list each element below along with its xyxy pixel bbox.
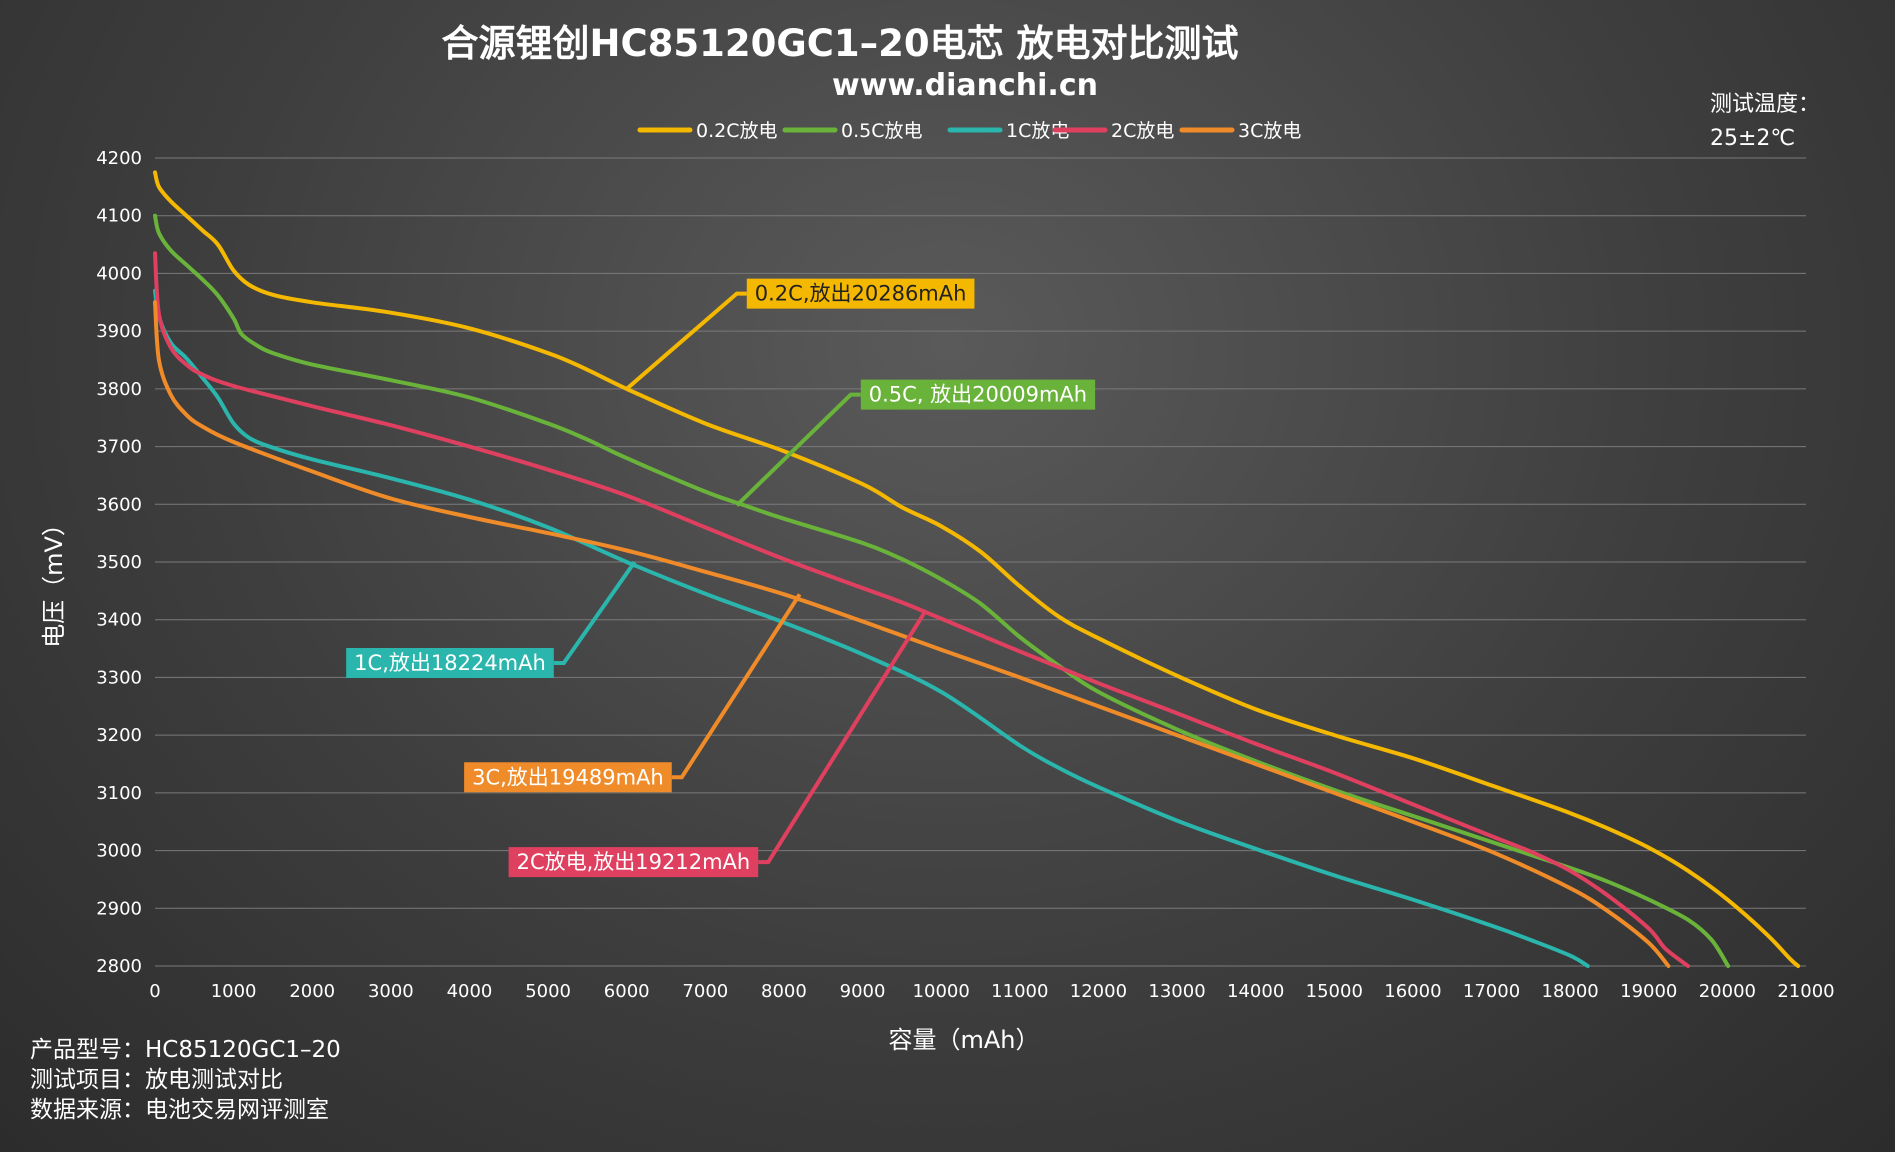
legend-label-4: 3C放电 xyxy=(1238,120,1301,142)
x-tick-label-19: 19000 xyxy=(1620,981,1677,1002)
footer-test-item: 测试项目：放电测试对比 xyxy=(30,1067,283,1093)
x-tick-label-5: 5000 xyxy=(525,981,571,1002)
x-tick-label-16: 16000 xyxy=(1384,981,1441,1002)
x-tick-label-14: 14000 xyxy=(1227,981,1284,1002)
x-tick-label-4: 4000 xyxy=(447,981,493,1002)
y-tick-label-9: 3300 xyxy=(96,667,142,688)
x-tick-label-11: 11000 xyxy=(991,981,1048,1002)
test-temperature-value: 25±2℃ xyxy=(1710,126,1795,151)
series-line-1 xyxy=(153,213,1731,968)
x-tick-label-1: 1000 xyxy=(211,981,257,1002)
annotation-box-2 xyxy=(346,648,554,678)
legend-label-1: 0.5C放电 xyxy=(841,120,922,142)
annotation-label-3: 3C,放出19489mAh xyxy=(472,765,664,789)
series-line-3 xyxy=(153,251,1691,968)
y-tick-label-14: 2800 xyxy=(96,956,142,977)
annotation-box-0 xyxy=(746,278,975,309)
annotation-label-1: 0.5C, 放出20009mAh xyxy=(869,383,1087,407)
footer-info: 产品型号：HC85120GC1–20 测试项目：放电测试对比 数据来源：电池交易… xyxy=(30,1035,341,1125)
x-tick-label-10: 10000 xyxy=(913,981,970,1002)
series-line-0 xyxy=(153,170,1801,968)
x-tick-label-20: 20000 xyxy=(1699,981,1756,1002)
y-tick-label-12: 3000 xyxy=(96,841,142,862)
y-tick-label-7: 3500 xyxy=(96,552,142,573)
annotation-0: 0.2C,放出20286mAh xyxy=(625,278,975,391)
y-tick-label-10: 3200 xyxy=(96,725,142,746)
annotation-box-1 xyxy=(860,379,1096,410)
chart-title: 合源锂创HC85120GC1–20电芯 放电对比测试 xyxy=(442,22,1239,65)
y-tick-label-13: 2900 xyxy=(96,898,142,919)
annotation-label-2: 1C,放出18224mAh xyxy=(354,651,546,675)
x-tick-label-2: 2000 xyxy=(289,981,335,1002)
footer-source: 数据来源：电池交易网评测室 xyxy=(30,1097,329,1123)
x-tick-label-15: 15000 xyxy=(1306,981,1363,1002)
y-tick-labels: 4200 4100 4000 3900 3800 3700 3600 3500 3400 3300… xyxy=(96,148,142,977)
annotation-leader-4 xyxy=(758,609,928,865)
y-tick-label-6: 3600 xyxy=(96,494,142,515)
annotation-label-4: 2C放电,放出19212mAh xyxy=(517,850,751,874)
series-line-2 xyxy=(153,288,1590,968)
annotation-3: 3C,放出19489mAh xyxy=(464,593,802,793)
x-tick-label-17: 17000 xyxy=(1463,981,1520,1002)
x-tick-label-9: 9000 xyxy=(840,981,886,1002)
x-tick-labels: 0 1000 2000 3000 4000 5000 6000 7000 8000 9000 100… xyxy=(149,981,1834,1002)
y-tick-label-4: 3800 xyxy=(96,379,142,400)
x-tick-label-6: 6000 xyxy=(604,981,650,1002)
annotation-box-4 xyxy=(508,847,759,878)
legend-label-2: 1C放电 xyxy=(1006,120,1069,142)
y-tick-label-8: 3400 xyxy=(96,610,142,631)
annotation-label-0: 0.2C,放出20286mAh xyxy=(755,282,967,306)
y-tick-label-1: 4100 xyxy=(96,206,142,227)
y-axis-title: 电压（mV） xyxy=(40,512,68,648)
annotation-1: 0.5C, 放出20009mAh xyxy=(735,379,1096,507)
x-tick-label-8: 8000 xyxy=(761,981,807,1002)
series-line-4 xyxy=(153,300,1671,968)
footer-model: 产品型号：HC85120GC1–20 xyxy=(30,1037,341,1063)
annotation-leader-1 xyxy=(735,392,861,507)
x-tick-label-18: 18000 xyxy=(1542,981,1599,1002)
annotations: 0.2C,放出20286mAh 0.5C, 放出20009mAh 1C,放出1822… xyxy=(346,278,1096,878)
legend-label-0: 0.2C放电 xyxy=(696,120,777,142)
x-tick-label-0: 0 xyxy=(149,981,160,1002)
annotation-leader-3 xyxy=(671,593,802,780)
x-tick-label-21: 21000 xyxy=(1777,981,1834,1002)
y-tick-label-2: 4000 xyxy=(96,263,142,284)
x-tick-label-13: 13000 xyxy=(1148,981,1205,1002)
annotation-leader-2 xyxy=(553,560,637,665)
y-tick-label-3: 3900 xyxy=(96,321,142,342)
x-tick-label-12: 12000 xyxy=(1070,981,1127,1002)
x-tick-label-3: 3000 xyxy=(368,981,414,1002)
grid-lines xyxy=(155,157,1806,967)
annotation-4: 2C放电,放出19212mAh xyxy=(508,609,928,878)
annotation-leader-0 xyxy=(625,291,747,391)
y-tick-label-5: 3700 xyxy=(96,437,142,458)
x-axis-title: 容量（mAh） xyxy=(888,1026,1039,1054)
chart-subtitle: www.dianchi.cn xyxy=(832,68,1098,103)
legend: 0.2C放电 0.5C放电 1C放电 2C放电 3C放电 xyxy=(637,120,1301,142)
y-tick-label-11: 3100 xyxy=(96,783,142,804)
legend-label-3: 2C放电 xyxy=(1111,120,1174,142)
series-lines xyxy=(153,170,1801,968)
annotation-2: 1C,放出18224mAh xyxy=(346,560,637,678)
x-tick-label-7: 7000 xyxy=(682,981,728,1002)
annotation-box-3 xyxy=(464,762,672,793)
test-temperature-label: 测试温度： xyxy=(1710,92,1820,117)
y-tick-label-0: 4200 xyxy=(96,148,142,169)
